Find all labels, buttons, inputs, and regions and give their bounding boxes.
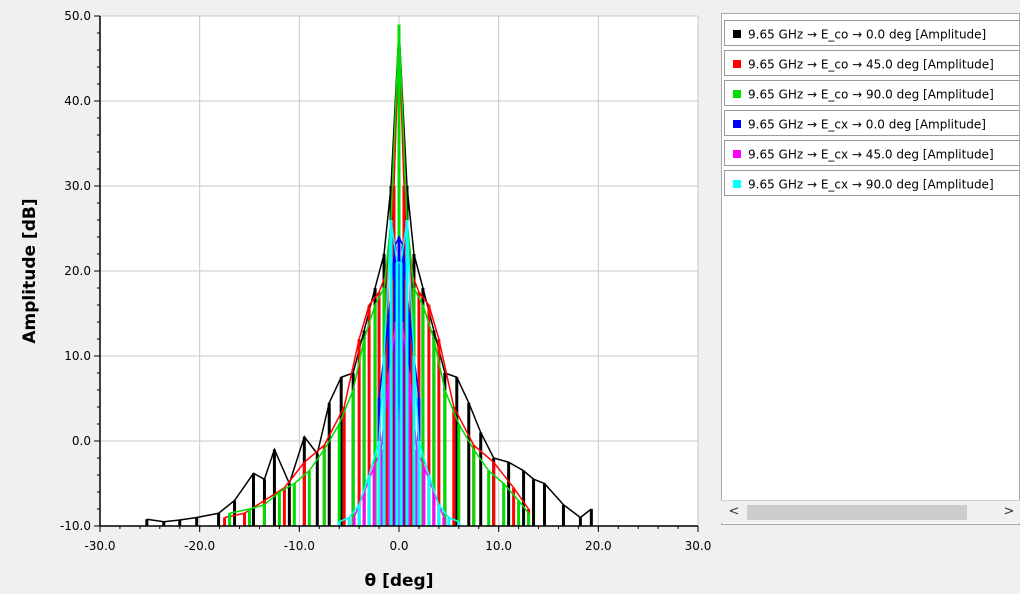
y-tick-label: 0.0 — [72, 434, 91, 448]
x-tick-label: -10.0 — [284, 539, 315, 553]
y-tick-label: 10.0 — [64, 349, 91, 363]
legend-swatch — [733, 119, 741, 128]
series-0-line — [146, 28, 592, 523]
y-tick-label: -10.0 — [60, 519, 91, 533]
legend-panel[interactable]: 9.65 GHz → E_co → 0.0 deg [Amplitude] 9.6… — [721, 13, 1020, 525]
legend-item[interactable]: 9.65 GHz → E_co → 90.0 deg [Amplitude] — [724, 80, 1019, 106]
legend-item[interactable]: 9.65 GHz → E_co → 45.0 deg [Amplitude] — [724, 50, 1019, 76]
series-4-line — [353, 321, 445, 518]
plot-area: -30.0 -20.0 -10.0 0.0 10.0 20.0 30.0 -10.0 0.0 10… — [20, 9, 711, 591]
x-tick-label: 30.0 — [685, 539, 712, 553]
x-tick-label: -30.0 — [84, 539, 115, 553]
series-layer — [145, 24, 593, 526]
x-tick-label: 10.0 — [485, 539, 512, 553]
legend-item[interactable]: 9.65 GHz → E_co → 0.0 deg [Amplitude] — [724, 20, 1019, 46]
legend-swatch — [733, 29, 741, 38]
series-1-line — [224, 32, 530, 519]
legend-horizontal-scrollbar[interactable]: < > — [721, 500, 1020, 523]
legend-swatch — [733, 89, 741, 98]
series-5 — [337, 219, 461, 526]
legend-label: 9.65 GHz → E_co → 0.0 deg [Amplitude] — [748, 27, 987, 42]
x-axis-title: θ [deg] — [364, 571, 433, 591]
legend-item[interactable]: 9.65 GHz → E_cx → 0.0 deg [Amplitude] — [724, 110, 1019, 136]
series-5-line — [338, 219, 460, 523]
legend-item[interactable]: 9.65 GHz → E_cx → 45.0 deg [Amplitude] — [724, 140, 1019, 166]
ticks: -30.0 -20.0 -10.0 0.0 10.0 20.0 30.0 -10.0 0.0 10… — [60, 9, 711, 553]
y-tick-label: 30.0 — [64, 179, 91, 193]
series-3-line — [378, 235, 420, 399]
legend-swatch — [733, 149, 741, 158]
scroll-right-arrow-icon[interactable]: > — [1003, 504, 1015, 519]
legend-label: 9.65 GHz → E_cx → 0.0 deg [Amplitude] — [748, 117, 986, 132]
x-tick-label: 0.0 — [389, 539, 408, 553]
y-tick-label: 50.0 — [64, 9, 91, 23]
x-tick-label: 20.0 — [585, 539, 612, 553]
x-tick-label: -20.0 — [184, 539, 215, 553]
scroll-thumb[interactable] — [747, 505, 967, 520]
legend-label: 9.65 GHz → E_cx → 90.0 deg [Amplitude] — [748, 177, 994, 192]
legend-label: 9.65 GHz → E_cx → 45.0 deg [Amplitude] — [748, 147, 994, 162]
y-tick-label: 20.0 — [64, 264, 91, 278]
legend-item[interactable]: 9.65 GHz → E_cx → 90.0 deg [Amplitude] — [724, 170, 1019, 196]
scroll-left-arrow-icon[interactable]: < — [728, 504, 740, 519]
chart: -30.0 -20.0 -10.0 0.0 10.0 20.0 30.0 -10.0 0.0 10… — [20, 9, 711, 591]
legend-swatch — [733, 59, 741, 68]
legend-label: 9.65 GHz → E_co → 90.0 deg [Amplitude] — [748, 87, 994, 102]
y-axis-title: Amplitude [dB] — [20, 198, 40, 343]
legend-swatch — [733, 179, 741, 188]
legend-label: 9.65 GHz → E_co → 45.0 deg [Amplitude] — [748, 57, 994, 72]
y-tick-label: 40.0 — [64, 94, 91, 108]
